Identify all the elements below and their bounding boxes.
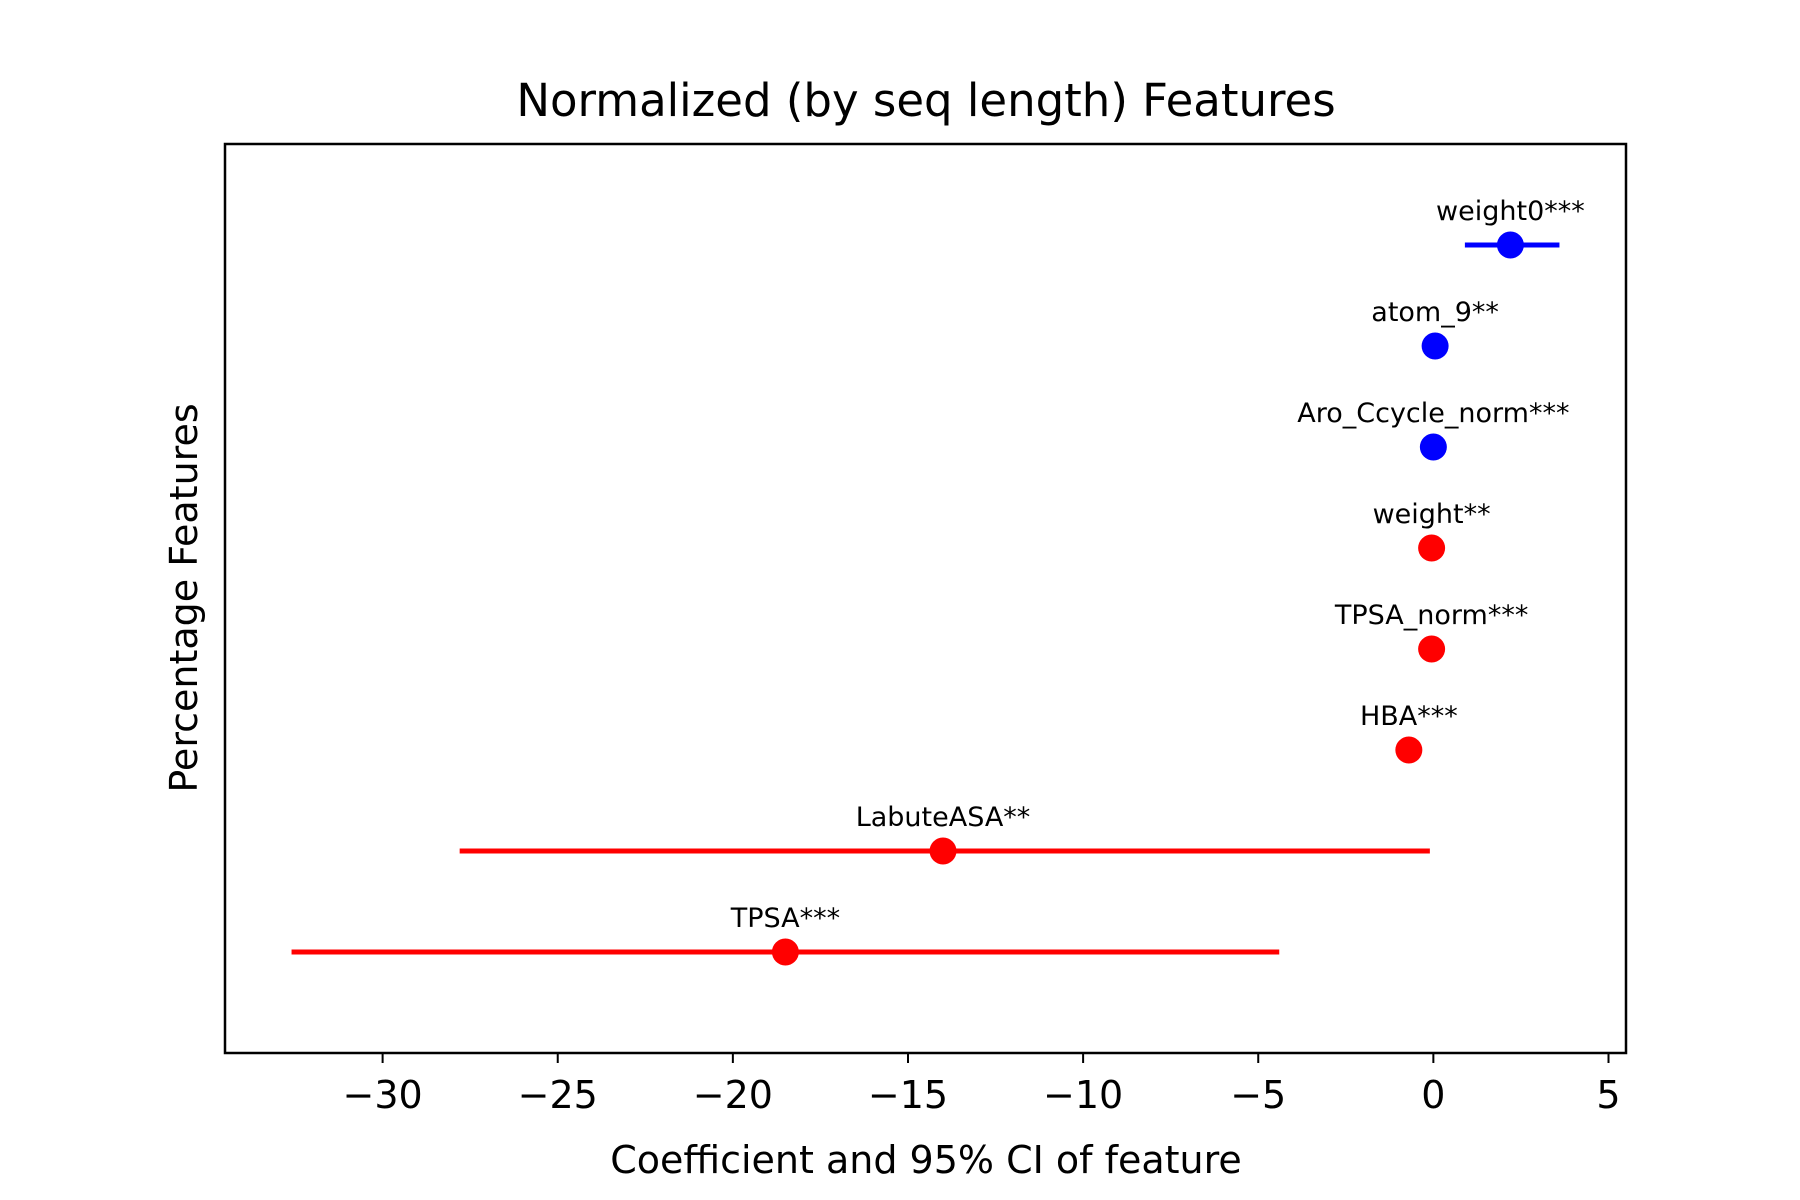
feature-label: atom_9**: [1371, 297, 1499, 328]
x-tick-label: 5: [1596, 1073, 1620, 1117]
chart-title: Normalized (by seq length) Features: [516, 74, 1335, 127]
coef-point: [771, 938, 799, 966]
x-tick-label: −5: [1230, 1073, 1286, 1117]
x-tick-label: −30: [343, 1073, 423, 1117]
x-tick-label: 0: [1421, 1073, 1445, 1117]
coef-point: [1395, 736, 1423, 764]
coef-point: [1418, 534, 1446, 562]
feature-7: TPSA***: [291, 903, 1280, 966]
x-tick-label: −10: [1043, 1073, 1123, 1117]
x-tick-label: −25: [518, 1073, 598, 1117]
coef-point: [1419, 433, 1447, 461]
coef-point: [1496, 231, 1524, 259]
x-axis-ticks: −30 −25 −20 −15 −10 −5 0 5: [343, 1053, 1621, 1117]
chart-marks: weight0*** atom_9** Aro_Ccycle_norm***weig…: [291, 196, 1585, 966]
coef-point: [1421, 332, 1449, 360]
feature-0: weight0***: [1436, 196, 1585, 259]
x-tick-label: −20: [693, 1073, 773, 1117]
feature-label: HBA***: [1360, 701, 1458, 732]
feature-label: weight0***: [1436, 196, 1585, 227]
feature-1: atom_9**: [1371, 297, 1499, 360]
feature-6: LabuteASA**: [459, 802, 1430, 865]
feature-4: TPSA_norm***: [1334, 600, 1528, 663]
x-tick-label: −15: [868, 1073, 948, 1117]
feature-label: LabuteASA**: [856, 802, 1031, 833]
y-axis-label: Percentage Features: [162, 403, 206, 792]
feature-label: weight**: [1373, 499, 1491, 530]
coef-point: [1418, 635, 1446, 663]
plot-area-frame: [223, 142, 1628, 1055]
x-axis-label: Coefficient and 95% CI of feature: [610, 1138, 1242, 1182]
feature-5: HBA***: [1360, 701, 1458, 764]
feature-label: TPSA***: [730, 903, 840, 934]
feature-3: weight**: [1373, 499, 1491, 562]
feature-2: Aro_Ccycle_norm***: [1297, 398, 1569, 461]
feature-label: Aro_Ccycle_norm***: [1297, 398, 1569, 429]
coef-point: [929, 837, 957, 865]
feature-label: TPSA_norm***: [1334, 600, 1528, 631]
